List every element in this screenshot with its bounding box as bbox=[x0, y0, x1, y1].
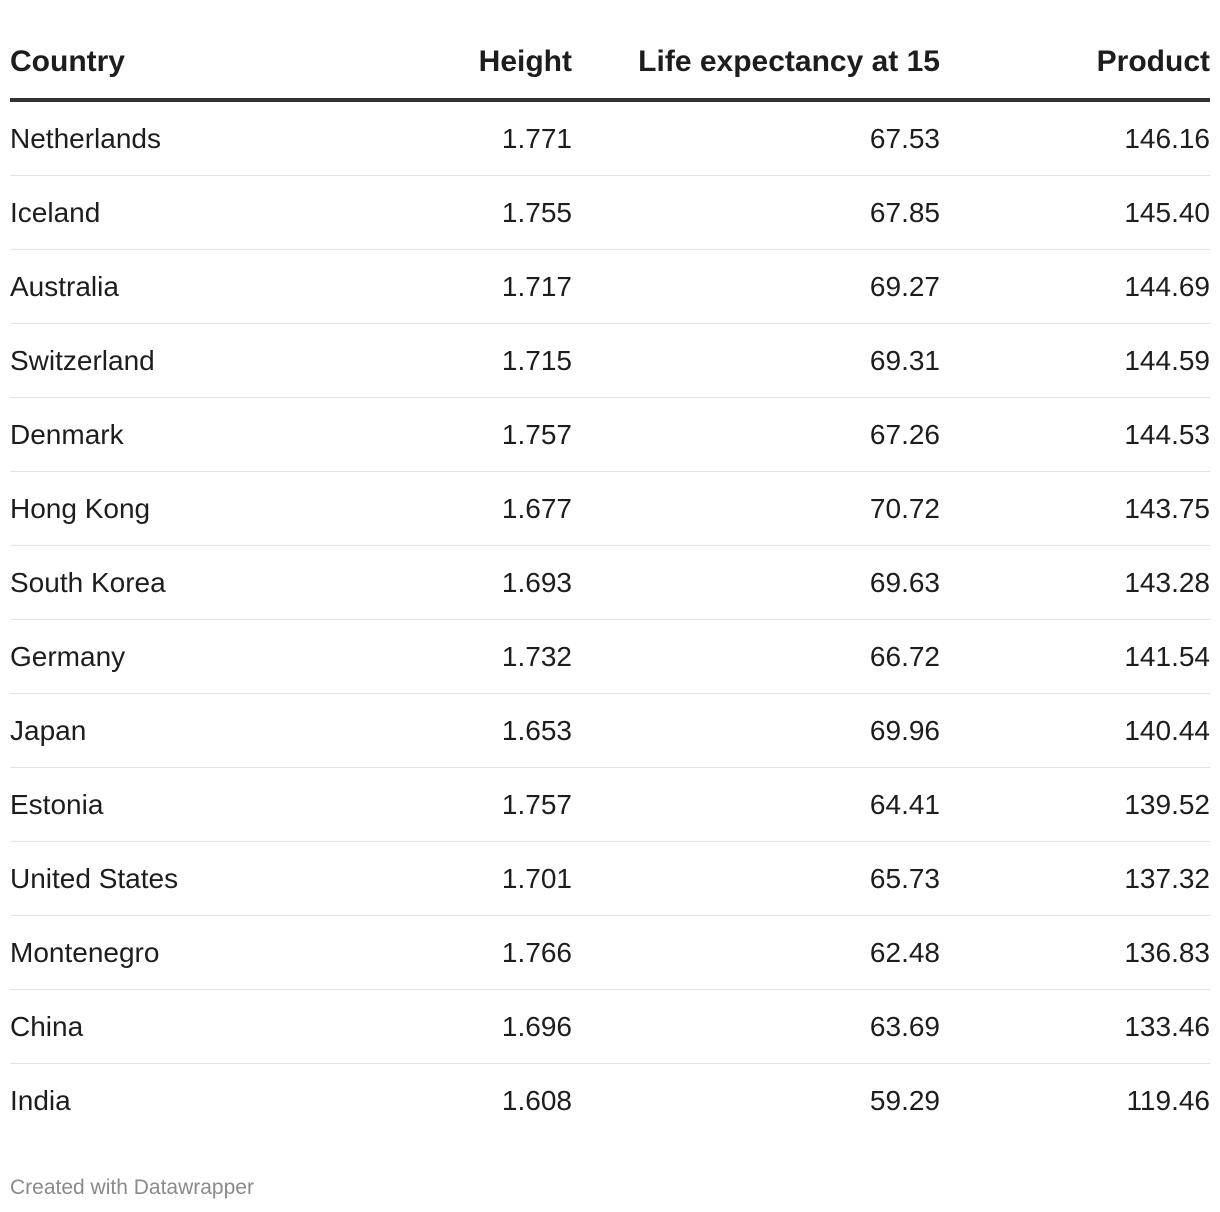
height-cell: 1.755 bbox=[501, 196, 572, 228]
life-expectancy-cell: 62.48 bbox=[869, 936, 940, 968]
product-cell: 137.32 bbox=[1124, 862, 1210, 894]
data-table: Country Height Life expectancy at 15 Pro… bbox=[10, 26, 1210, 1138]
table-row: Switzerland 1.715 69.31 144.59 bbox=[10, 324, 1210, 398]
country-cell: India bbox=[10, 1085, 71, 1116]
life-expectancy-cell: 69.31 bbox=[869, 344, 940, 376]
country-cell: Hong Kong bbox=[10, 492, 151, 524]
column-header-country[interactable]: Country bbox=[10, 45, 125, 78]
product-cell: 119.46 bbox=[1126, 1085, 1210, 1116]
life-expectancy-cell: 64.41 bbox=[869, 788, 940, 820]
product-cell: 144.59 bbox=[1124, 344, 1210, 376]
country-cell: Germany bbox=[10, 640, 126, 672]
footer-credit: Created with Datawrapper bbox=[10, 1176, 254, 1199]
life-expectancy-cell: 67.53 bbox=[869, 122, 940, 154]
life-expectancy-cell: 69.96 bbox=[869, 714, 940, 746]
table-row: Australia 1.717 69.27 144.69 bbox=[10, 250, 1210, 324]
height-cell: 1.757 bbox=[501, 418, 572, 450]
product-cell: 144.53 bbox=[1124, 418, 1210, 450]
product-cell: 140.44 bbox=[1124, 714, 1210, 746]
country-cell: Denmark bbox=[10, 418, 124, 450]
height-cell: 1.653 bbox=[501, 714, 572, 746]
product-cell: 133.46 bbox=[1124, 1010, 1210, 1042]
table-row: Montenegro 1.766 62.48 136.83 bbox=[10, 916, 1210, 990]
height-cell: 1.608 bbox=[501, 1085, 572, 1116]
table-row: Hong Kong 1.677 70.72 143.75 bbox=[10, 472, 1210, 546]
product-cell: 143.28 bbox=[1124, 566, 1210, 598]
table-body: Netherlands 1.771 67.53 146.16 Iceland 1.755 6… bbox=[10, 102, 1210, 1138]
table-row: Denmark 1.757 67.26 144.53 bbox=[10, 398, 1210, 472]
life-expectancy-cell: 63.69 bbox=[869, 1010, 940, 1042]
table-row: Netherlands 1.771 67.53 146.16 bbox=[10, 102, 1210, 176]
column-header-product[interactable]: Product bbox=[1096, 45, 1210, 78]
life-expectancy-cell: 69.27 bbox=[869, 270, 940, 302]
height-cell: 1.771 bbox=[501, 122, 572, 154]
height-cell: 1.677 bbox=[501, 492, 572, 524]
product-cell: 145.40 bbox=[1124, 196, 1210, 228]
life-expectancy-cell: 69.63 bbox=[869, 566, 940, 598]
height-cell: 1.732 bbox=[501, 640, 572, 672]
height-cell: 1.696 bbox=[501, 1010, 572, 1042]
table-row: South Korea 1.693 69.63 143.28 bbox=[10, 546, 1210, 620]
country-cell: Iceland bbox=[10, 196, 101, 228]
product-cell: 144.69 bbox=[1124, 270, 1210, 302]
product-cell: 136.83 bbox=[1124, 936, 1210, 968]
height-cell: 1.717 bbox=[501, 270, 572, 302]
product-cell: 146.16 bbox=[1124, 122, 1210, 154]
life-expectancy-cell: 65.73 bbox=[869, 862, 940, 894]
table-header: Country Height Life expectancy at 15 Pro… bbox=[10, 26, 1210, 102]
table-row: China 1.696 63.69 133.46 bbox=[10, 990, 1210, 1064]
table-row: Estonia 1.757 64.41 139.52 bbox=[10, 768, 1210, 842]
country-cell: Netherlands bbox=[10, 122, 161, 154]
column-header-height[interactable]: Height bbox=[478, 45, 572, 78]
table-row: India 1.608 59.29 119.46 bbox=[10, 1064, 1210, 1138]
table-row: Iceland 1.755 67.85 145.40 bbox=[10, 176, 1210, 250]
life-expectancy-cell: 66.72 bbox=[869, 640, 940, 672]
height-cell: 1.715 bbox=[501, 344, 572, 376]
height-cell: 1.701 bbox=[501, 862, 572, 894]
product-cell: 143.75 bbox=[1124, 492, 1210, 524]
country-cell: United States bbox=[10, 862, 179, 894]
height-cell: 1.693 bbox=[501, 566, 572, 598]
product-cell: 139.52 bbox=[1124, 788, 1210, 820]
column-header-life-expectancy[interactable]: Life expectancy at 15 bbox=[638, 45, 940, 78]
table-row: Japan 1.653 69.96 140.44 bbox=[10, 694, 1210, 768]
country-cell: China bbox=[10, 1010, 84, 1042]
table-row: Germany 1.732 66.72 141.54 bbox=[10, 620, 1210, 694]
country-cell: Australia bbox=[10, 270, 119, 302]
country-cell: South Korea bbox=[10, 566, 166, 598]
life-expectancy-cell: 67.85 bbox=[869, 196, 940, 228]
country-cell: Switzerland bbox=[10, 344, 155, 376]
life-expectancy-cell: 70.72 bbox=[869, 492, 940, 524]
product-cell: 141.54 bbox=[1124, 640, 1210, 672]
height-cell: 1.757 bbox=[501, 788, 572, 820]
table-row: United States 1.701 65.73 137.32 bbox=[10, 842, 1210, 916]
life-expectancy-cell: 59.29 bbox=[869, 1085, 940, 1116]
height-cell: 1.766 bbox=[501, 936, 572, 968]
country-cell: Estonia bbox=[10, 788, 104, 820]
country-cell: Japan bbox=[10, 714, 87, 746]
country-cell: Montenegro bbox=[10, 936, 160, 968]
life-expectancy-cell: 67.26 bbox=[869, 418, 940, 450]
